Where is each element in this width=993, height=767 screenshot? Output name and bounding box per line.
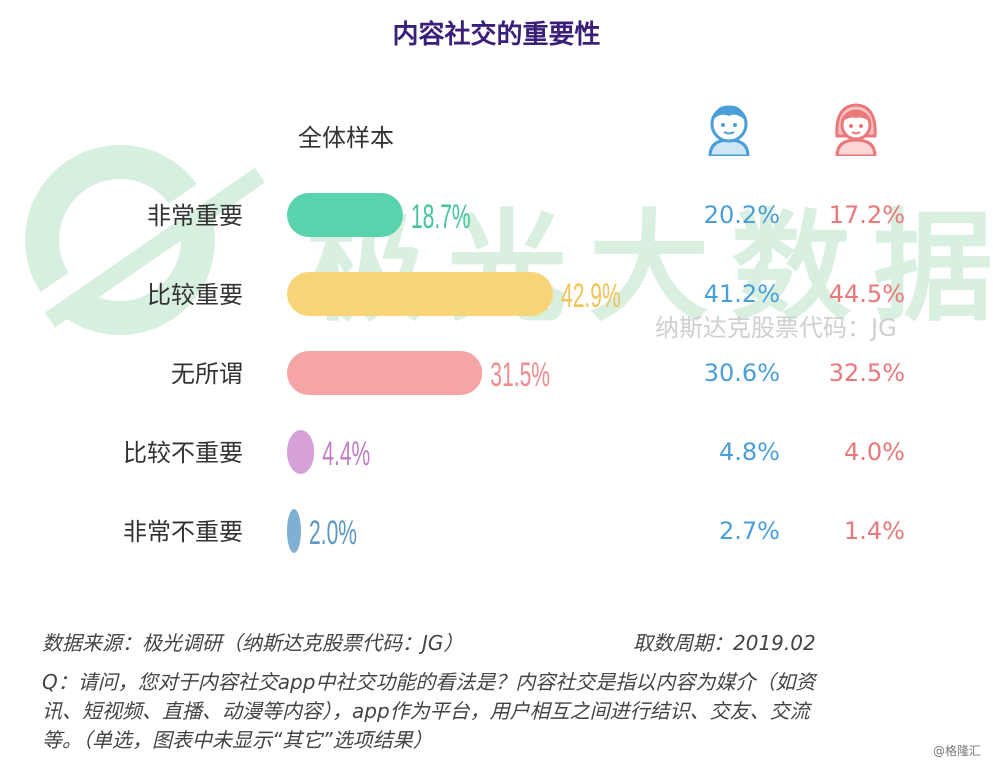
male-percent: 4.8% bbox=[719, 438, 780, 466]
category-label: 非常不重要 bbox=[123, 518, 243, 546]
bar bbox=[287, 430, 315, 474]
data-label: 18.7% bbox=[411, 197, 471, 235]
category-label: 比较不重要 bbox=[123, 439, 243, 467]
female-percent: 4.0% bbox=[844, 438, 905, 466]
question-line-3: 等。（单选，图表中未显示“其它”选项结果） bbox=[42, 728, 433, 752]
data-label: 4.4% bbox=[322, 434, 370, 472]
data-label: 42.9% bbox=[561, 276, 621, 314]
category-label: 非常重要 bbox=[147, 202, 243, 230]
bar bbox=[287, 509, 301, 553]
bar bbox=[287, 193, 403, 237]
female-percent: 17.2% bbox=[829, 201, 905, 229]
bar-chart: 非常重要 18.7% 20.2% 17.2% 比较重要 42.9% 41.2% 44.5% 无所… bbox=[123, 193, 905, 553]
male-percent: 20.2% bbox=[704, 201, 780, 229]
data-label: 31.5% bbox=[490, 355, 550, 393]
bar bbox=[287, 272, 553, 316]
category-label: 比较重要 bbox=[147, 281, 243, 309]
page-title: 内容社交的重要性 bbox=[392, 20, 601, 50]
category-label: 无所谓 bbox=[171, 360, 243, 388]
male-percent: 2.7% bbox=[719, 517, 780, 545]
question-line-2: 讯、短视频、直播、动漫等内容），app作为平台，用户相互之间进行结识、交友、交流 bbox=[42, 699, 810, 723]
bar bbox=[287, 351, 483, 395]
male-percent: 41.2% bbox=[704, 280, 780, 308]
sample-label: 全体样本 bbox=[298, 124, 394, 152]
data-period: 取数周期：2019.02 bbox=[633, 631, 816, 655]
female-percent: 1.4% bbox=[844, 517, 905, 545]
data-label: 2.0% bbox=[309, 513, 357, 551]
boy-avatar-icon bbox=[708, 105, 750, 156]
data-source: 数据来源：极光调研（纳斯达克股票代码：JG） bbox=[42, 631, 464, 655]
question-line-1: Q：请问，您对于内容社交app中社交功能的看法是？内容社交是指以内容为媒介（如资 bbox=[42, 670, 816, 694]
male-percent: 30.6% bbox=[704, 359, 780, 387]
female-percent: 44.5% bbox=[829, 280, 905, 308]
credit: @格隆汇 bbox=[932, 744, 981, 758]
girl-avatar-icon bbox=[835, 103, 877, 156]
female-percent: 32.5% bbox=[829, 359, 905, 387]
